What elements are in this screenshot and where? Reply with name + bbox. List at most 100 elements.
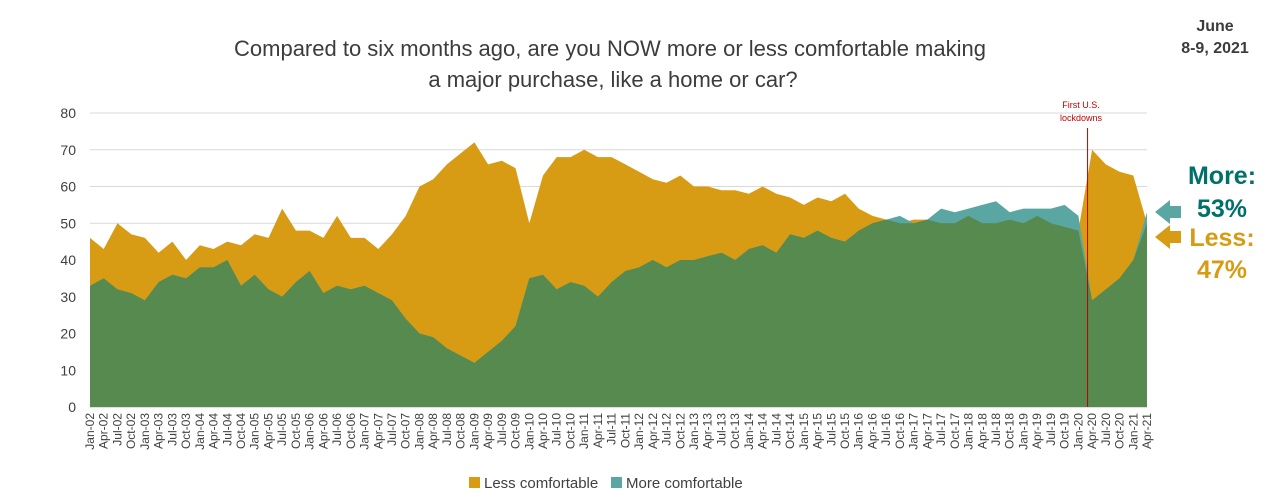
y-tick-label: 30 xyxy=(60,289,76,305)
x-tick-label: Jul-13 xyxy=(715,413,729,446)
x-tick-label: Oct-05 xyxy=(289,413,303,449)
annotation-line2: lockdowns xyxy=(1060,113,1103,123)
x-tick-label: Oct-07 xyxy=(399,413,413,449)
x-tick-label: Jan-06 xyxy=(303,413,317,450)
x-tick-label: Apr-10 xyxy=(536,413,550,449)
x-tick-label: Jul-11 xyxy=(605,413,619,445)
y-tick-label: 60 xyxy=(60,179,76,195)
less-arrow-icon xyxy=(1155,225,1181,249)
x-tick-label: Oct-18 xyxy=(1003,413,1017,449)
x-tick-label: Jan-08 xyxy=(413,413,427,450)
x-tick-label: Apr-11 xyxy=(591,413,605,448)
x-tick-label: Jan-05 xyxy=(248,413,262,450)
x-tick-label: Jan-09 xyxy=(467,413,481,450)
x-tick-label: Apr-05 xyxy=(262,413,276,449)
plot-areas xyxy=(90,142,1147,407)
callout-more-label: More: xyxy=(1188,162,1256,190)
x-tick-label: Oct-16 xyxy=(893,413,907,449)
x-tick-label: Jul-09 xyxy=(495,413,509,446)
x-tick-label: Apr-04 xyxy=(207,413,221,449)
x-tick-label: Oct-15 xyxy=(838,413,852,449)
date-line1: June xyxy=(1196,18,1233,35)
x-tick-label: Oct-02 xyxy=(124,413,138,449)
x-tick-label: Jul-18 xyxy=(989,413,1003,446)
x-tick-label: Jan-04 xyxy=(193,413,207,450)
chart-title-line1: Compared to six months ago, are you NOW … xyxy=(234,36,986,61)
series-overlap-area xyxy=(90,215,1147,407)
x-tick-label: Jul-05 xyxy=(275,413,289,446)
callout-less-label: Less: xyxy=(1189,224,1254,252)
x-tick-label: Apr-17 xyxy=(920,413,934,449)
x-tick-label: Jan-14 xyxy=(742,413,756,450)
x-tick-label: Jul-10 xyxy=(550,413,564,446)
x-tick-label: Apr-12 xyxy=(646,413,660,449)
x-tick-label: Apr-02 xyxy=(97,413,111,449)
chart-title-line2: a major purchase, like a home or car? xyxy=(428,67,797,92)
y-tick-label: 0 xyxy=(68,399,76,415)
callout-more-value: 53% xyxy=(1197,195,1247,223)
x-tick-label: Oct-09 xyxy=(509,413,523,449)
x-tick-label: Jan-15 xyxy=(797,413,811,450)
y-tick-label: 80 xyxy=(60,105,76,121)
x-tick-label: Jan-17 xyxy=(907,413,921,450)
x-tick-label: Jan-19 xyxy=(1017,413,1031,450)
date-line2: 8-9, 2021 xyxy=(1181,40,1249,57)
x-tick-label: Oct-19 xyxy=(1058,413,1072,449)
y-tick-label: 70 xyxy=(60,142,76,158)
x-tick-label: Jan-13 xyxy=(687,413,701,450)
legend-more-swatch xyxy=(611,477,622,488)
x-tick-label: Jul-17 xyxy=(934,413,948,446)
x-tick-label: Oct-04 xyxy=(234,413,248,449)
x-tick-label: Apr-21 xyxy=(1140,413,1154,449)
x-tick-label: Jan-21 xyxy=(1126,413,1140,450)
x-tick-label: Jul-12 xyxy=(660,413,674,446)
x-tick-label: Oct-20 xyxy=(1113,413,1127,449)
x-tick-label: Oct-10 xyxy=(564,413,578,449)
x-tick-label: Jul-04 xyxy=(220,413,234,446)
x-tick-label: Apr-20 xyxy=(1085,413,1099,449)
legend-less-label: Less comfortable xyxy=(484,475,598,492)
x-tick-label: Jul-16 xyxy=(879,413,893,446)
legend-less-swatch xyxy=(469,477,480,488)
x-tick-label: Jan-03 xyxy=(138,413,152,450)
x-tick-label: Apr-06 xyxy=(316,413,330,449)
x-tick-label: Apr-13 xyxy=(701,413,715,449)
x-tick-label: Apr-08 xyxy=(426,413,440,449)
y-tick-label: 10 xyxy=(60,362,76,378)
x-tick-label: Apr-18 xyxy=(975,413,989,449)
x-tick-label: Apr-14 xyxy=(756,413,770,449)
x-tick-label: Oct-08 xyxy=(454,413,468,449)
x-tick-label: Jan-11 xyxy=(577,413,591,449)
y-tick-label: 50 xyxy=(60,215,76,231)
x-tick-label: Jan-07 xyxy=(358,413,372,450)
callout-less-value: 47% xyxy=(1197,256,1247,284)
x-tick-label: Jan-02 xyxy=(83,413,97,450)
x-tick-label: Jul-02 xyxy=(111,413,125,446)
x-tick-label: Jul-03 xyxy=(165,413,179,446)
x-tick-label: Apr-03 xyxy=(152,413,166,449)
x-tick-label: Jan-18 xyxy=(962,413,976,450)
x-tick-label: Apr-15 xyxy=(811,413,825,449)
x-tick-label: Jul-06 xyxy=(330,413,344,446)
x-tick-label: Jul-07 xyxy=(385,413,399,446)
x-tick-label: Oct-17 xyxy=(948,413,962,449)
y-tick-label: 40 xyxy=(60,252,76,268)
annotation-line1: First U.S. xyxy=(1062,100,1100,110)
x-tick-label: Apr-19 xyxy=(1030,413,1044,449)
x-tick-label: Oct-06 xyxy=(344,413,358,449)
x-tick-label: Apr-16 xyxy=(866,413,880,449)
x-axis-ticks: Jan-02 Apr-02 Jul-02 Oct-02 Jan-03 Apr-03 Jul-… xyxy=(83,413,1154,450)
x-tick-label: Jul-14 xyxy=(769,413,783,446)
x-tick-label: Jul-08 xyxy=(440,413,454,446)
legend-more-label: More comfortable xyxy=(626,475,743,492)
x-tick-label: Oct-03 xyxy=(179,413,193,449)
x-tick-label: Oct-14 xyxy=(783,413,797,449)
x-tick-label: Apr-09 xyxy=(481,413,495,449)
x-tick-label: Oct-13 xyxy=(728,413,742,449)
x-tick-label: Apr-07 xyxy=(371,413,385,449)
x-tick-label: Jan-16 xyxy=(852,413,866,450)
x-tick-label: Oct-12 xyxy=(673,413,687,449)
y-tick-label: 20 xyxy=(60,326,76,342)
x-tick-label: Jul-15 xyxy=(824,413,838,446)
